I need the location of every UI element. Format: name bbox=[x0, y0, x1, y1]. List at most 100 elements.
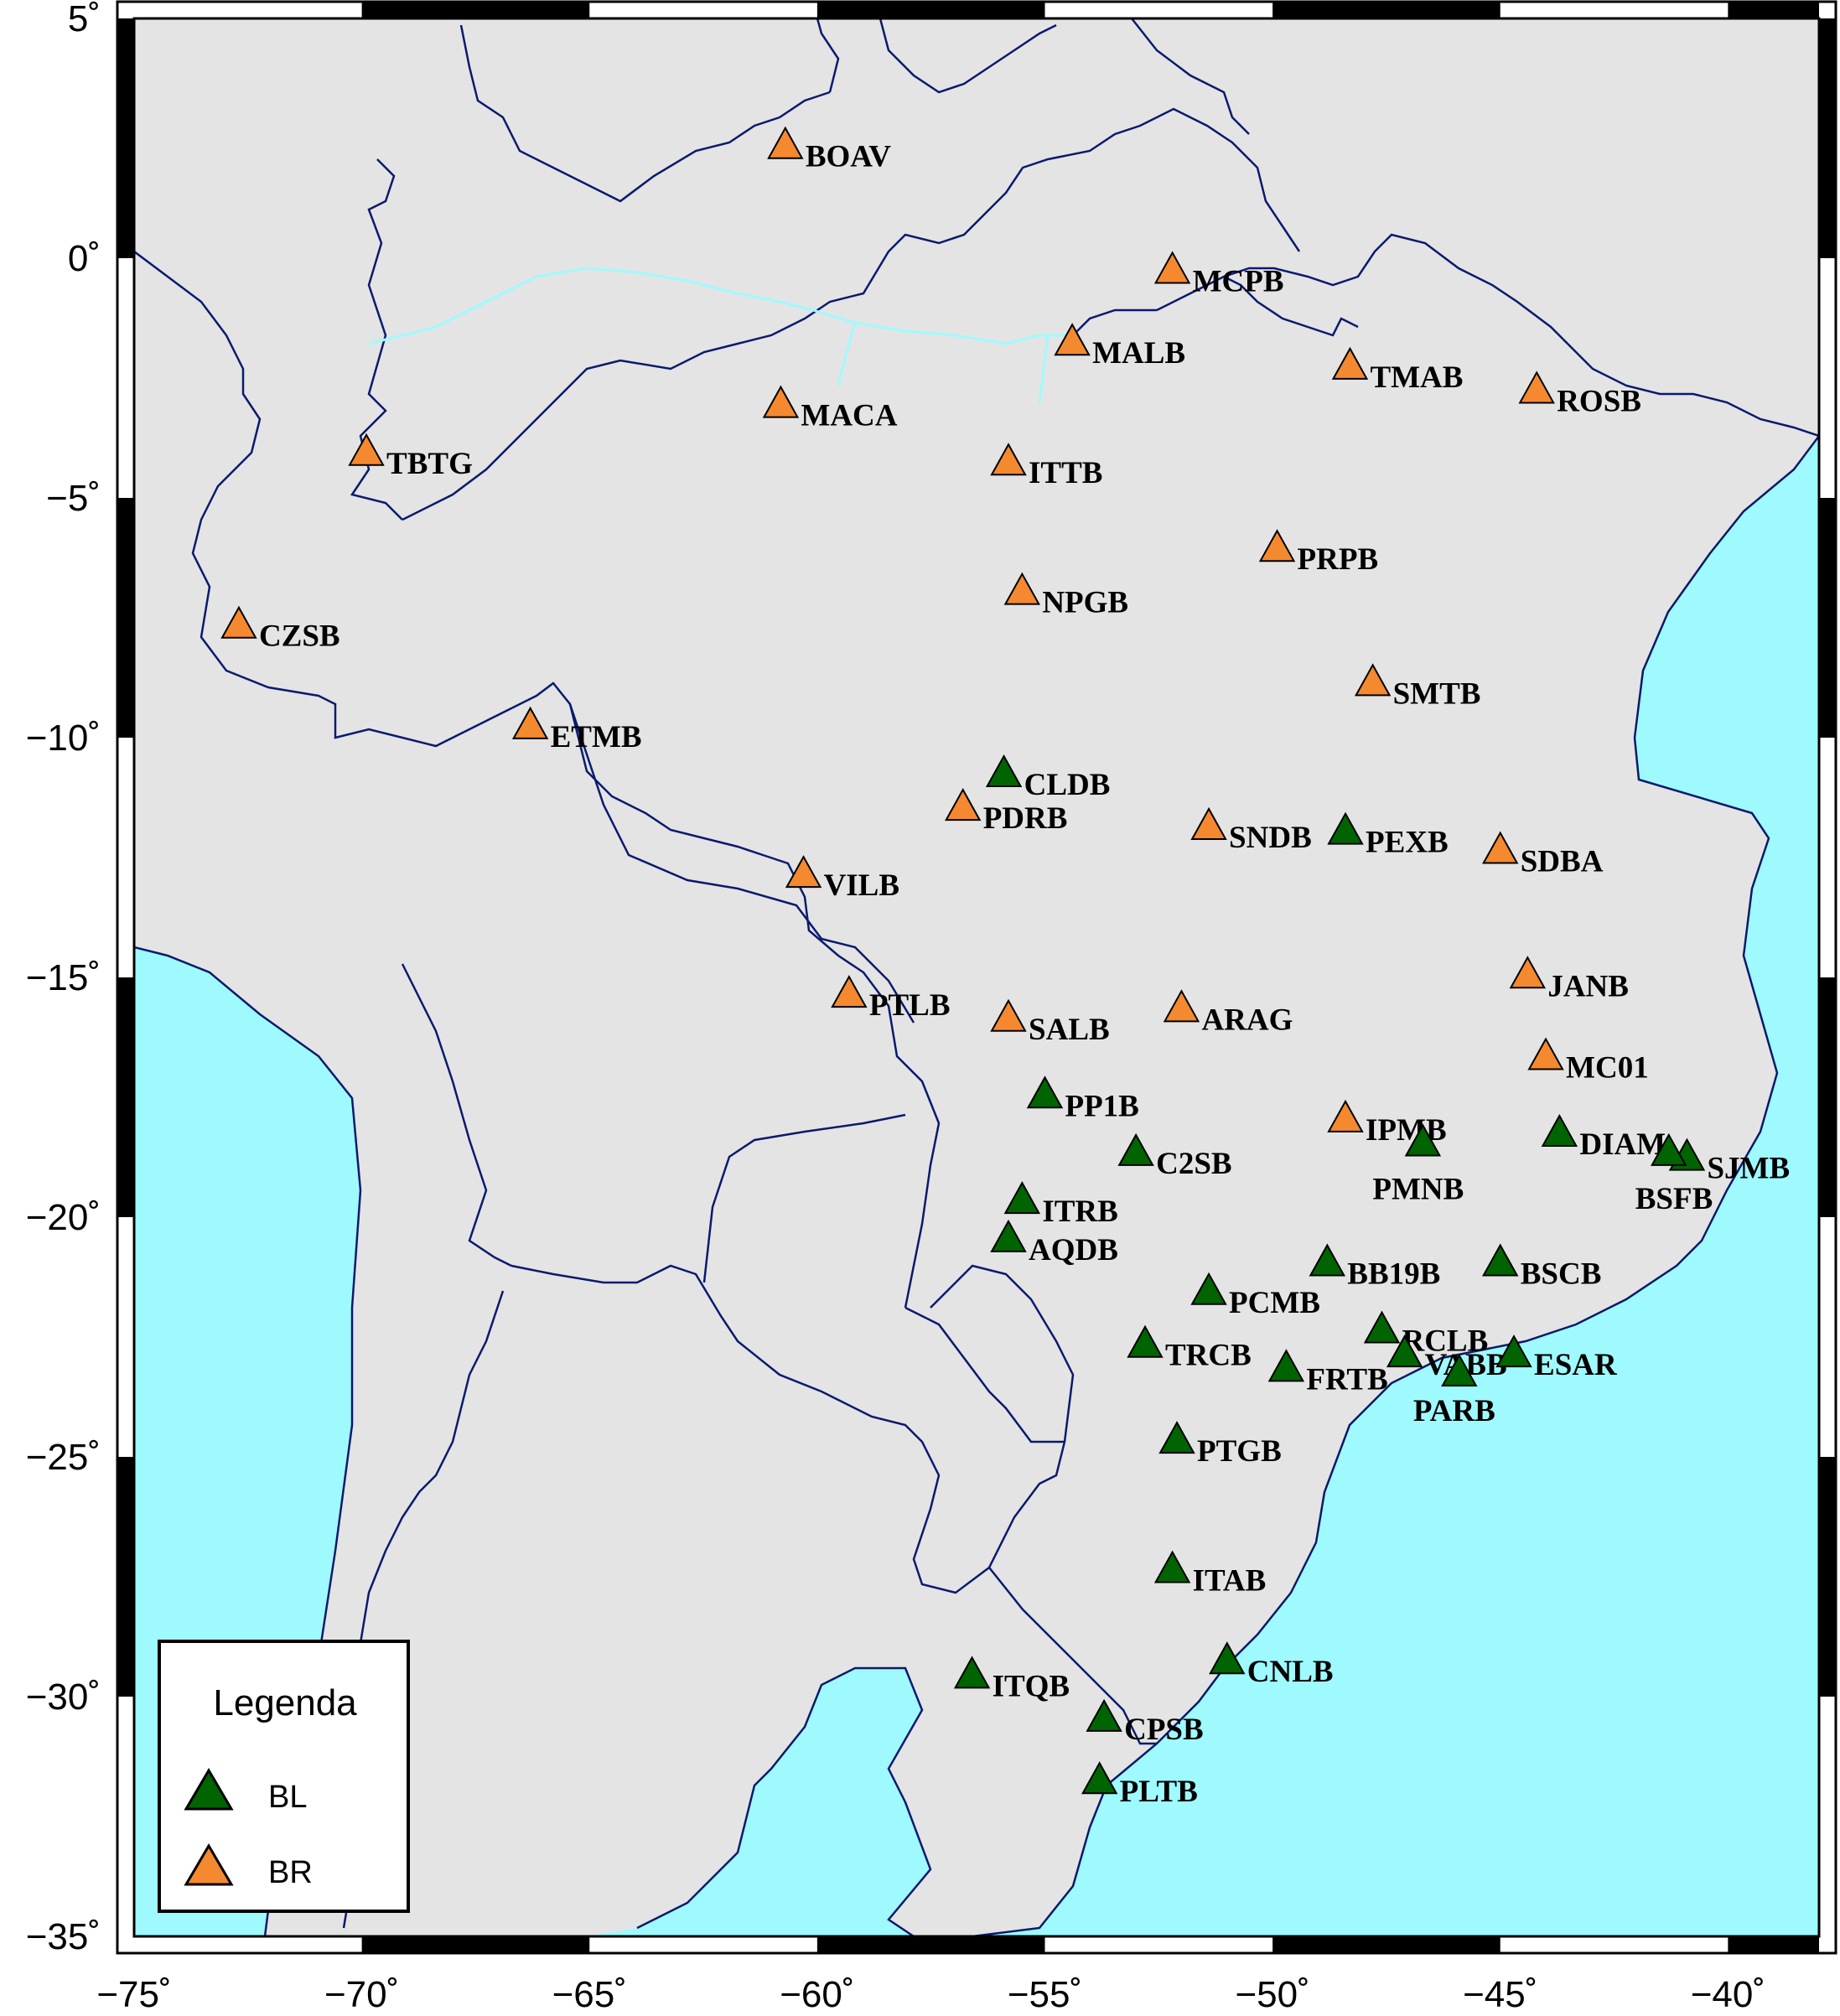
x-tick-label: −65˚ bbox=[552, 1974, 627, 2015]
station-marker-pexb[interactable] bbox=[1327, 811, 1364, 845]
station-label-malb: MALB bbox=[1092, 336, 1185, 371]
station-marker-pmnb[interactable] bbox=[1404, 1123, 1442, 1157]
station-marker-itrb[interactable] bbox=[1003, 1181, 1041, 1215]
station-marker-vilb[interactable] bbox=[785, 855, 822, 889]
land-area bbox=[134, 18, 1819, 1936]
station-marker-trcb[interactable] bbox=[1127, 1324, 1164, 1358]
station-label-ittb: ITTB bbox=[1029, 456, 1102, 490]
station-marker-npgb[interactable] bbox=[1003, 572, 1041, 605]
station-marker-bscb[interactable] bbox=[1482, 1243, 1519, 1277]
station-marker-prpb[interactable] bbox=[1258, 529, 1296, 562]
station-label-prpb: PRPB bbox=[1298, 542, 1379, 577]
y-tick-label: −10˚ bbox=[26, 718, 101, 759]
station-marker-itab[interactable] bbox=[1153, 1550, 1191, 1583]
x-tick-label: −70˚ bbox=[324, 1974, 399, 2015]
station-marker-malb[interactable] bbox=[1054, 323, 1091, 356]
station-label-bb19b: BB19B bbox=[1347, 1257, 1440, 1291]
station-marker-rosb[interactable] bbox=[1518, 371, 1555, 404]
station-label-cnlb: CNLB bbox=[1247, 1655, 1334, 1689]
station-label-bsfb: BSFB bbox=[1635, 1182, 1713, 1216]
station-marker-aqdb[interactable] bbox=[990, 1219, 1027, 1252]
station-label-pmnb: PMNB bbox=[1372, 1172, 1464, 1206]
station-label-mcpb: MCPB bbox=[1193, 264, 1284, 298]
station-label-diam: DIAM bbox=[1579, 1127, 1666, 1162]
station-label-cpsb: CPSB bbox=[1124, 1713, 1204, 1747]
station-label-cldb: CLDB bbox=[1024, 768, 1111, 802]
station-marker-c2sb[interactable] bbox=[1117, 1132, 1154, 1166]
station-label-ptlb: PTLB bbox=[869, 988, 951, 1023]
x-tick-label: −45˚ bbox=[1463, 1974, 1537, 2015]
legend: Legenda BL BR bbox=[158, 1640, 410, 1913]
station-marker-pp1b[interactable] bbox=[1026, 1075, 1064, 1109]
station-marker-ittb[interactable] bbox=[990, 443, 1027, 476]
legend-bl-label: BL bbox=[268, 1780, 307, 1815]
station-label-vilb: VILB bbox=[824, 868, 899, 903]
station-marker-bb19b[interactable] bbox=[1309, 1243, 1345, 1277]
station-label-pexb: PEXB bbox=[1366, 826, 1449, 860]
station-marker-ptlb[interactable] bbox=[831, 975, 868, 1008]
station-marker-salb[interactable] bbox=[990, 998, 1027, 1032]
rivers bbox=[368, 267, 1073, 403]
station-label-itqb: ITQB bbox=[993, 1669, 1070, 1703]
station-label-ipmb: IPMB bbox=[1366, 1113, 1447, 1148]
station-marker-mc01[interactable] bbox=[1527, 1037, 1564, 1070]
y-tick-label: −30˚ bbox=[26, 1677, 101, 1718]
station-label-mc01: MC01 bbox=[1566, 1051, 1649, 1086]
station-marker-ipmb[interactable] bbox=[1327, 1099, 1364, 1132]
station-label-etmb: ETMB bbox=[551, 720, 642, 754]
station-marker-itqb[interactable] bbox=[953, 1656, 991, 1689]
station-marker-pltb[interactable] bbox=[1081, 1761, 1118, 1795]
y-tick-label: 5˚ bbox=[68, 0, 101, 39]
station-label-aqdb: AQDB bbox=[1029, 1233, 1118, 1267]
station-marker-parb[interactable] bbox=[1441, 1353, 1478, 1387]
station-marker-cldb[interactable] bbox=[985, 754, 1023, 788]
station-marker-smtb[interactable] bbox=[1354, 663, 1392, 697]
station-label-sdba: SDBA bbox=[1521, 845, 1604, 879]
y-tick-label: −5˚ bbox=[46, 478, 101, 519]
station-marker-cnlb[interactable] bbox=[1209, 1641, 1246, 1675]
station-label-tbtg: TBTG bbox=[386, 447, 473, 481]
station-marker-czsb[interactable] bbox=[220, 605, 257, 639]
station-label-itab: ITAB bbox=[1193, 1564, 1267, 1599]
x-tick-label: −60˚ bbox=[780, 1974, 854, 2015]
station-label-trcb: TRCB bbox=[1165, 1339, 1252, 1373]
y-tick-label: −35˚ bbox=[26, 1916, 101, 1957]
station-marker-frtb[interactable] bbox=[1267, 1349, 1305, 1382]
station-marker-tmab[interactable] bbox=[1331, 346, 1369, 380]
station-marker-sdba[interactable] bbox=[1482, 831, 1519, 864]
station-label-czsb: CZSB bbox=[259, 619, 340, 654]
legend-br-label: BR bbox=[268, 1855, 313, 1890]
station-label-esar: ESAR bbox=[1534, 1348, 1618, 1382]
station-label-parb: PARB bbox=[1413, 1394, 1495, 1428]
station-marker-maca[interactable] bbox=[762, 385, 800, 418]
station-marker-janb[interactable] bbox=[1509, 956, 1547, 989]
station-marker-pdrb[interactable] bbox=[945, 788, 982, 821]
station-marker-cpsb[interactable] bbox=[1086, 1698, 1122, 1732]
station-marker-arag[interactable] bbox=[1163, 989, 1200, 1023]
station-marker-mcpb[interactable] bbox=[1153, 251, 1191, 284]
station-marker-boav[interactable] bbox=[767, 126, 804, 159]
station-label-pcmb: PCMB bbox=[1229, 1286, 1320, 1320]
y-tick-label: 0˚ bbox=[68, 238, 101, 279]
station-marker-diam[interactable] bbox=[1541, 1113, 1578, 1148]
station-marker-vabb[interactable] bbox=[1386, 1334, 1423, 1368]
legend-title: Legenda bbox=[213, 1682, 357, 1723]
station-label-pltb: PLTB bbox=[1120, 1775, 1198, 1809]
x-tick-label: −40˚ bbox=[1691, 1974, 1765, 2015]
station-marker-tbtg[interactable] bbox=[348, 433, 385, 466]
station-marker-ptgb[interactable] bbox=[1158, 1421, 1195, 1454]
station-marker-sndb[interactable] bbox=[1190, 806, 1227, 840]
station-label-itrb: ITRB bbox=[1042, 1195, 1117, 1229]
station-label-sndb: SNDB bbox=[1229, 821, 1312, 855]
station-label-tmab: TMAB bbox=[1370, 360, 1463, 395]
y-tick-label: −25˚ bbox=[26, 1437, 101, 1478]
station-marker-etmb[interactable] bbox=[511, 706, 549, 739]
station-marker-bsfb[interactable] bbox=[1651, 1132, 1687, 1166]
station-marker-pcmb[interactable] bbox=[1190, 1272, 1227, 1305]
x-tick-label: −50˚ bbox=[1235, 1974, 1309, 2015]
station-label-sjmb: SJMB bbox=[1707, 1152, 1790, 1186]
station-label-rclb: RCLB bbox=[1402, 1324, 1488, 1359]
station-marker-esar[interactable] bbox=[1495, 1334, 1532, 1368]
station-marker-rclb[interactable] bbox=[1363, 1310, 1401, 1344]
